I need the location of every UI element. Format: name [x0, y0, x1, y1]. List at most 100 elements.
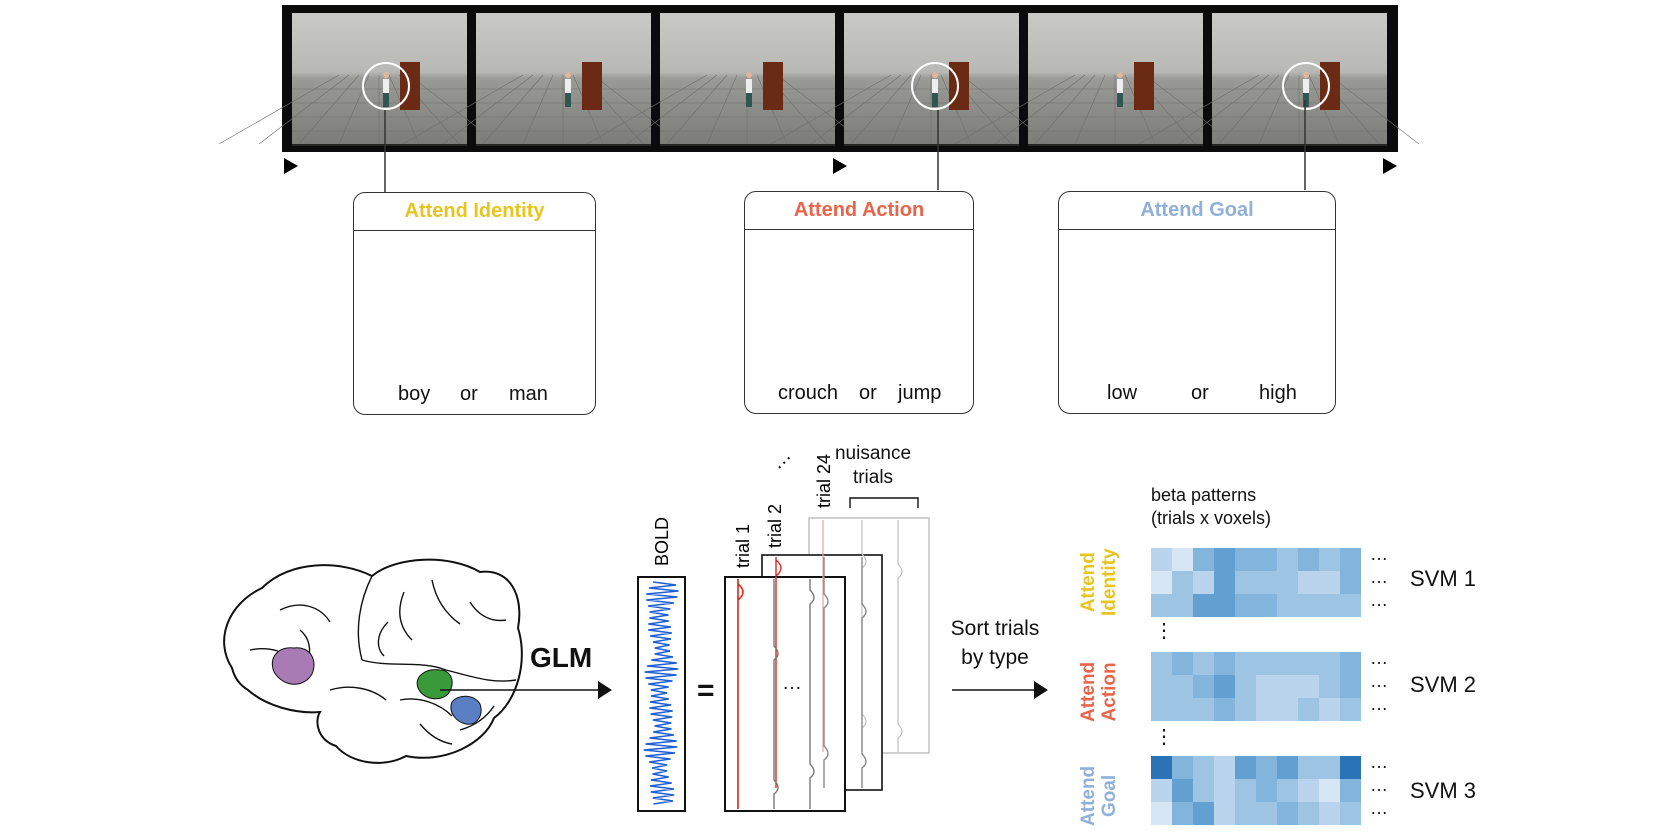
beta-cell: [1340, 756, 1361, 779]
beta-cell: [1193, 698, 1214, 721]
svm-2-label: SVM 2: [1410, 672, 1477, 697]
beta-cell: [1151, 652, 1172, 675]
row-ellipsis: …: [1370, 648, 1388, 668]
row-ellipsis: …: [1370, 775, 1388, 795]
panel-divider: [1059, 229, 1335, 230]
nuisance-bracket: [849, 497, 919, 508]
trial-2-response: [775, 559, 782, 577]
beta-cell: [1214, 571, 1235, 594]
beta-cell: [1151, 548, 1172, 571]
beta-cell: [1319, 652, 1340, 675]
beta-cell: [1256, 548, 1277, 571]
beta-cell: [1340, 698, 1361, 721]
highlight-circle: [1282, 62, 1330, 110]
beta-cell: [1256, 571, 1277, 594]
beta-cell: [1172, 802, 1193, 825]
video-frame: [402, 13, 684, 146]
attend-action-panel: Attend Action crouch or jump: [744, 191, 974, 414]
row-ellipsis: …: [1370, 798, 1388, 818]
word-or: or: [460, 383, 478, 405]
beta-cell: [1235, 698, 1256, 721]
blue-region: [450, 695, 482, 725]
beta-cell: [1214, 548, 1235, 571]
word-or: or: [859, 382, 877, 404]
brain-outline: [223, 558, 523, 764]
attend-identity-panel: Attend Identity boy or man: [353, 192, 596, 415]
beta-cell: [1151, 779, 1172, 802]
beta-cell: [1214, 594, 1235, 617]
beta-cell: [1235, 779, 1256, 802]
word-or: or: [1191, 382, 1209, 404]
nuisance-trials-label: nuisance trials: [834, 443, 912, 488]
beta-cell: [1151, 756, 1172, 779]
beta-cell: [1172, 675, 1193, 698]
regressor-front-2: [809, 579, 815, 809]
svm-1-label: SVM 1: [1410, 566, 1477, 591]
heatmap-2: [1151, 652, 1361, 721]
bold-trace: [643, 581, 679, 805]
frame-box: [582, 62, 602, 110]
timeline-arrow-3: [1383, 158, 1397, 174]
glm-label: GLM: [530, 642, 593, 673]
panel-divider: [354, 230, 595, 231]
regressor-ellipsis: …: [782, 672, 802, 694]
beta-cell: [1235, 652, 1256, 675]
glm-arrow-head: [598, 681, 612, 699]
trial-1-response: [737, 583, 744, 601]
regressor-front-1: [773, 579, 779, 809]
design-matrix-stack: [724, 497, 930, 812]
bold-signal: [637, 576, 686, 812]
video-frame: [1138, 13, 1420, 146]
frame-connectors: [384, 100, 1306, 192]
beta-cell: [1214, 675, 1235, 698]
beta-cell: [1277, 779, 1298, 802]
beta-patterns-title: beta patterns (trials x voxels): [1151, 485, 1272, 528]
beta-cell: [1340, 802, 1361, 825]
beta-cell: [1172, 548, 1193, 571]
panel-divider: [745, 229, 973, 230]
beta-cell: [1193, 756, 1214, 779]
beta-cell: [1256, 698, 1277, 721]
equals-sign: =: [697, 674, 715, 707]
beta-cell: [1193, 594, 1214, 617]
heatmap-3: [1151, 756, 1361, 825]
timeline-arrow-1: [284, 158, 298, 174]
beta-cell: [1277, 802, 1298, 825]
beta-cell: [1277, 675, 1298, 698]
beta-cell: [1256, 675, 1277, 698]
beta-cell: [1298, 594, 1319, 617]
beta-cell: [1340, 652, 1361, 675]
beta-cell: [1151, 698, 1172, 721]
row-ellipsis: …: [1370, 752, 1388, 772]
beta-cell: [1193, 802, 1214, 825]
beta-cell: [1298, 802, 1319, 825]
sort-arrow-head: [1034, 681, 1048, 699]
beta-cell: [1298, 571, 1319, 594]
beta-cell: [1319, 548, 1340, 571]
beta-cell: [1172, 652, 1193, 675]
beta-cell: [1235, 675, 1256, 698]
between-group-dots-1: ⋮: [1154, 620, 1174, 642]
beta-cell: [1193, 548, 1214, 571]
beta-cell: [1193, 779, 1214, 802]
beta-cell: [1256, 779, 1277, 802]
beta-cell: [1193, 652, 1214, 675]
word-low: low: [1107, 382, 1138, 404]
beta-cell: [1277, 594, 1298, 617]
video-frame: [586, 13, 868, 146]
beta-cell: [1235, 548, 1256, 571]
beta-cell: [1172, 779, 1193, 802]
highlight-circle: [362, 62, 410, 110]
word-high: high: [1259, 382, 1297, 404]
heatmap-1: [1151, 548, 1361, 617]
beta-cell: [1214, 756, 1235, 779]
beta-cell: [1151, 594, 1172, 617]
word-boy: boy: [398, 383, 431, 405]
word-man: man: [509, 383, 548, 405]
row-ellipsis: …: [1370, 567, 1388, 587]
beta-cell: [1277, 652, 1298, 675]
condition-label-action: Attend Action: [1078, 661, 1120, 722]
beta-cell: [1172, 571, 1193, 594]
beta-cell: [1172, 594, 1193, 617]
